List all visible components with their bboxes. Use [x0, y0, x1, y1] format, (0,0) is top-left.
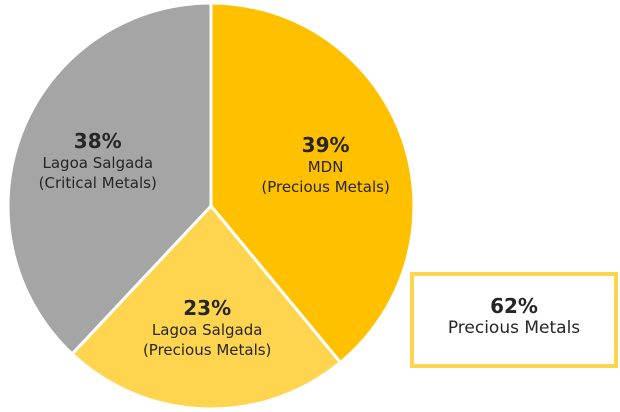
category-label: MDN (Precious Metals): [261, 157, 390, 196]
annotation-box: 62% Precious Metals: [410, 272, 618, 368]
category-label: Lagoa Salgada (Critical Metals): [38, 154, 157, 193]
value-label: 23%: [183, 295, 232, 320]
annotation-text: Precious Metals: [447, 318, 581, 338]
pie-slice: [69, 203, 343, 411]
slice-label: 23% Lagoa Salgada (Precious Metals): [143, 296, 271, 360]
pie-slice: [209, 1, 416, 365]
category-label: Lagoa Salgada (Precious Metals): [142, 320, 272, 359]
slice-label: 39% MDN (Precious Metals): [261, 133, 389, 197]
value-label: 38%: [73, 129, 122, 154]
annotation-value: 62%: [490, 294, 538, 318]
value-label: 39%: [301, 132, 350, 157]
slice-label: 38% Lagoa Salgada (Critical Metals): [39, 129, 157, 193]
pie-slice: [6, 1, 213, 357]
